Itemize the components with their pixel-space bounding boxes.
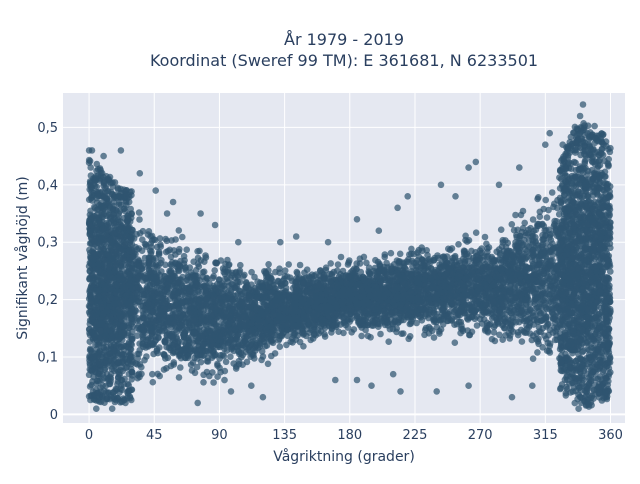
scatter-point (265, 261, 272, 268)
scatter-point (539, 344, 546, 351)
scatter-point (283, 342, 290, 349)
scatter-point (482, 326, 489, 333)
scatter-point (172, 236, 179, 243)
scatter-point (489, 336, 496, 343)
scatter-point (388, 250, 395, 257)
scatter-point (534, 349, 541, 356)
scatter-point (177, 364, 184, 371)
scatter-point (544, 321, 551, 328)
scatter-point (227, 353, 234, 360)
scatter-point (338, 254, 345, 261)
scatter-point (137, 230, 144, 237)
scatter-point (161, 351, 168, 358)
scatter-point (397, 251, 404, 258)
scatter-point (419, 248, 426, 255)
scatter-point (534, 196, 541, 203)
scatter-point (484, 320, 491, 327)
scatter-point (431, 334, 438, 341)
scatter-point (530, 355, 537, 362)
scatter-point (168, 363, 175, 370)
scatter-point (549, 189, 556, 196)
scatter-point (358, 333, 365, 340)
scatter-point (176, 227, 183, 234)
scatter-point (210, 379, 217, 386)
scatter-point (183, 246, 190, 253)
scatter-point (216, 355, 223, 362)
scatter-point (143, 353, 150, 360)
scatter-point (277, 343, 284, 350)
scatter-point (551, 324, 558, 331)
scatter-point (498, 226, 505, 233)
scatter-point (213, 260, 220, 267)
scatter-point (474, 322, 481, 329)
scatter-point (140, 344, 147, 351)
scatter-point (447, 247, 454, 254)
scatter-point (210, 273, 217, 280)
scatter-point (164, 238, 171, 245)
scatter-point (496, 246, 503, 253)
scatter-point (164, 210, 171, 217)
scatter-point (403, 258, 410, 265)
scatter-point (135, 355, 142, 362)
scatter-point (473, 229, 480, 236)
scatter-point (179, 234, 186, 241)
scatter-point (455, 241, 462, 248)
scatter-point (547, 340, 554, 347)
scatter-point (547, 231, 554, 238)
scatter-point (544, 214, 551, 221)
scatter-point (147, 247, 154, 254)
scatter-point (382, 319, 389, 326)
scatter-point (194, 248, 201, 255)
scatter-point (136, 216, 143, 223)
scatter-point (377, 331, 384, 338)
scatter-point (519, 338, 526, 345)
scatter-point (158, 257, 165, 264)
scatter-point (136, 209, 143, 216)
scatter-point (200, 379, 207, 386)
scatter-point (546, 348, 553, 355)
scatter-point (223, 359, 230, 366)
scatter-point (251, 274, 258, 281)
scatter-point (509, 221, 516, 228)
scatter-point (345, 324, 352, 331)
scatter-point (407, 333, 414, 340)
scatter-point (363, 260, 370, 267)
scatter-point (282, 267, 289, 274)
scatter-point (521, 220, 528, 227)
scatter-point (154, 371, 161, 378)
scatter-point (176, 374, 183, 381)
scatter-point (345, 261, 352, 268)
scatter-point (367, 334, 374, 341)
scatter-point (385, 338, 392, 345)
scatter-point (406, 251, 413, 258)
scatter-point (520, 208, 527, 215)
scatter-point (525, 226, 532, 233)
scatter-point (233, 365, 240, 372)
scatter-point (224, 257, 231, 264)
scatter-point (452, 339, 459, 346)
scatter-point (150, 379, 157, 386)
scatter-point (383, 260, 390, 267)
scatter-point (335, 261, 342, 268)
